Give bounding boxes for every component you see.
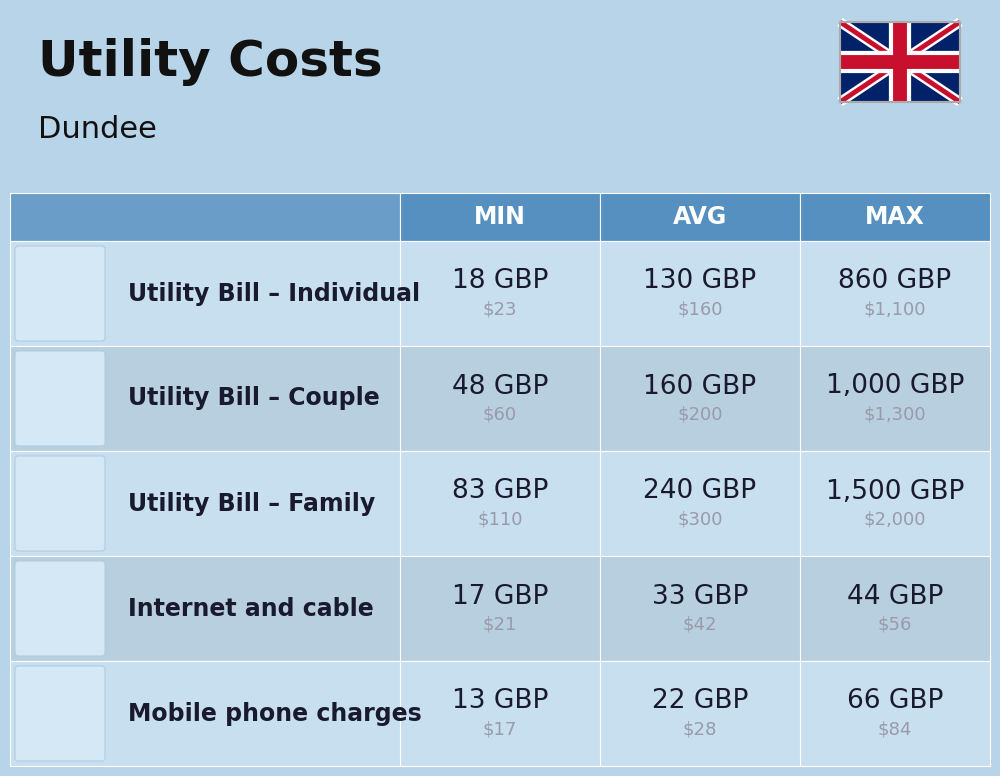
Text: MAX: MAX [865, 205, 925, 229]
Text: $110: $110 [477, 511, 523, 528]
Text: 160 GBP: 160 GBP [643, 373, 757, 400]
Text: $56: $56 [878, 615, 912, 633]
Text: AVG: AVG [673, 205, 727, 229]
FancyBboxPatch shape [10, 556, 990, 661]
FancyBboxPatch shape [10, 451, 990, 556]
FancyBboxPatch shape [10, 241, 990, 346]
Text: $60: $60 [483, 406, 517, 424]
Text: Utility Costs: Utility Costs [38, 38, 383, 86]
Text: $300: $300 [677, 511, 723, 528]
Text: $200: $200 [677, 406, 723, 424]
FancyBboxPatch shape [15, 456, 105, 551]
Text: Dundee: Dundee [38, 115, 157, 144]
Text: $84: $84 [878, 720, 912, 739]
FancyBboxPatch shape [800, 193, 990, 241]
Text: $17: $17 [483, 720, 517, 739]
Text: $21: $21 [483, 615, 517, 633]
FancyBboxPatch shape [10, 346, 990, 451]
Text: $42: $42 [683, 615, 717, 633]
Text: 22 GBP: 22 GBP [652, 688, 748, 715]
FancyBboxPatch shape [15, 561, 105, 656]
Text: 44 GBP: 44 GBP [847, 584, 943, 609]
FancyBboxPatch shape [10, 661, 990, 766]
Text: 18 GBP: 18 GBP [452, 268, 548, 295]
Text: 130 GBP: 130 GBP [643, 268, 757, 295]
Text: 240 GBP: 240 GBP [643, 479, 757, 504]
FancyBboxPatch shape [15, 246, 105, 341]
Text: $1,100: $1,100 [864, 300, 926, 318]
Text: MIN: MIN [474, 205, 526, 229]
FancyBboxPatch shape [840, 22, 960, 102]
FancyBboxPatch shape [600, 193, 800, 241]
Text: $28: $28 [683, 720, 717, 739]
Text: $1,300: $1,300 [864, 406, 926, 424]
Text: 48 GBP: 48 GBP [452, 373, 548, 400]
FancyBboxPatch shape [10, 193, 400, 241]
Text: Utility Bill – Family: Utility Bill – Family [128, 491, 375, 515]
Text: 17 GBP: 17 GBP [452, 584, 548, 609]
Text: Utility Bill – Couple: Utility Bill – Couple [128, 386, 380, 411]
Text: Mobile phone charges: Mobile phone charges [128, 702, 422, 726]
Text: 860 GBP: 860 GBP [838, 268, 952, 295]
FancyBboxPatch shape [15, 666, 105, 761]
FancyBboxPatch shape [400, 193, 600, 241]
Text: 13 GBP: 13 GBP [452, 688, 548, 715]
Text: $160: $160 [677, 300, 723, 318]
Text: Internet and cable: Internet and cable [128, 597, 374, 621]
Text: 66 GBP: 66 GBP [847, 688, 943, 715]
Text: 33 GBP: 33 GBP [652, 584, 748, 609]
Text: $2,000: $2,000 [864, 511, 926, 528]
Text: 1,500 GBP: 1,500 GBP [826, 479, 964, 504]
Text: 83 GBP: 83 GBP [452, 479, 548, 504]
FancyBboxPatch shape [15, 351, 105, 446]
Text: $23: $23 [483, 300, 517, 318]
Text: Utility Bill – Individual: Utility Bill – Individual [128, 282, 420, 306]
Text: 1,000 GBP: 1,000 GBP [826, 373, 964, 400]
